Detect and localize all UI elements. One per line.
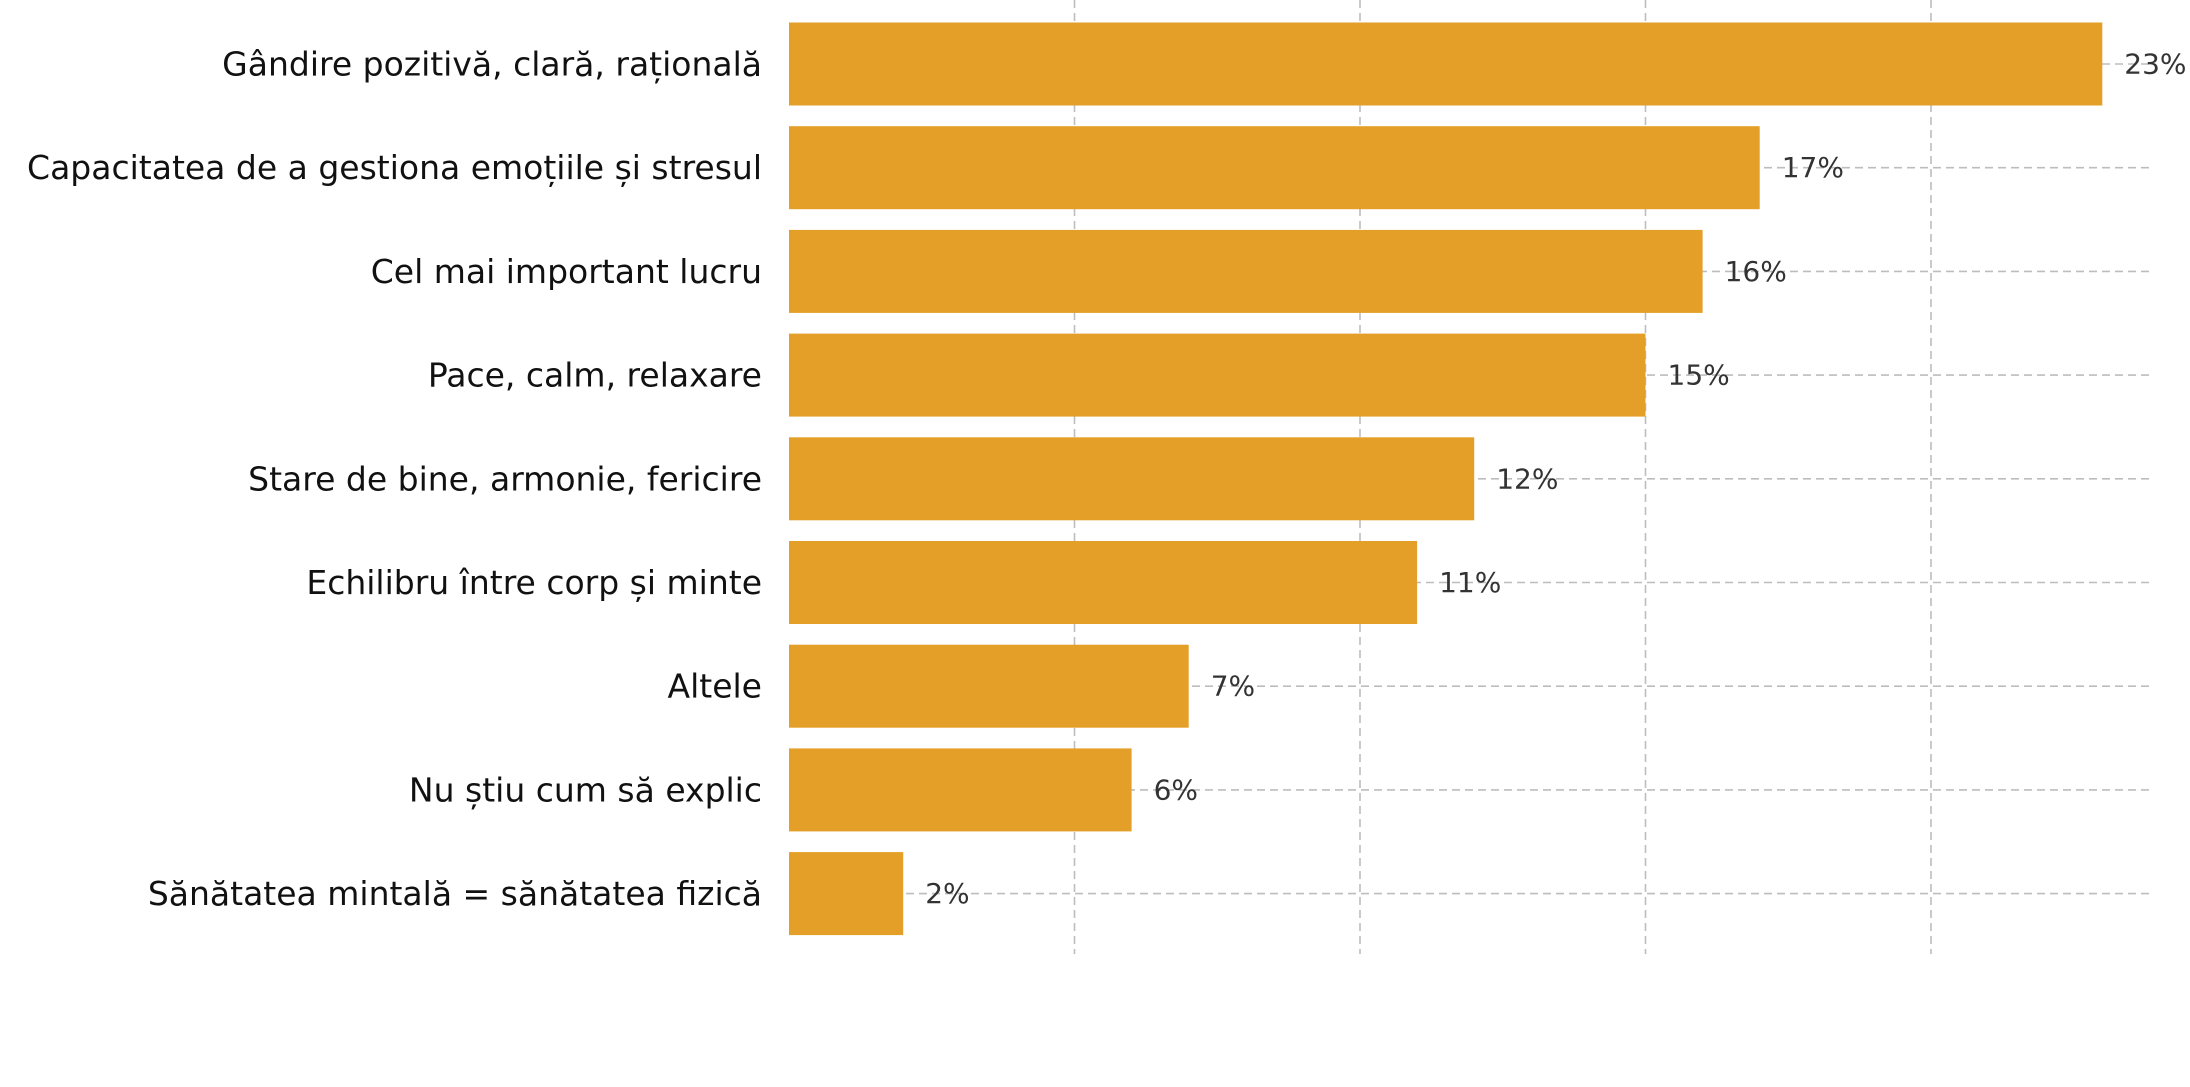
category-label: Pace, calm, relaxare — [428, 356, 762, 395]
value-label: 15% — [1668, 359, 1730, 392]
value-label: 12% — [1496, 462, 1558, 495]
category-label: Cel mai important lucru — [371, 252, 762, 291]
category-label: Nu știu cum să explic — [409, 770, 762, 809]
bar — [789, 852, 904, 936]
value-label: 16% — [1725, 255, 1787, 288]
bar — [789, 333, 1646, 417]
bar — [789, 541, 1418, 624]
value-label: 23% — [2124, 48, 2186, 81]
value-label: 7% — [1211, 670, 1255, 703]
value-label: 17% — [1782, 151, 1844, 184]
category-label: Altele — [668, 667, 762, 706]
bars — [789, 22, 2103, 936]
value-label: 2% — [925, 877, 969, 910]
bar — [789, 126, 1760, 210]
bar — [789, 229, 1703, 313]
value-label: 6% — [1154, 773, 1198, 806]
category-label: Capacitatea de a gestiona emoțiile și st… — [27, 148, 762, 188]
labels: Gândire pozitivă, clară, rațională 23% Cap… — [27, 45, 2187, 914]
bar — [789, 644, 1189, 728]
category-label: Echilibru între corp și minte — [306, 563, 762, 602]
category-label: Gândire pozitivă, clară, rațională — [222, 45, 762, 85]
bar — [789, 437, 1475, 521]
category-label: Stare de bine, armonie, fericire — [248, 459, 762, 498]
bar — [789, 22, 2103, 106]
category-label: Sănătatea mintală = sănătatea fizică — [148, 874, 762, 913]
value-label: 11% — [1439, 566, 1501, 599]
bar — [789, 748, 1132, 832]
